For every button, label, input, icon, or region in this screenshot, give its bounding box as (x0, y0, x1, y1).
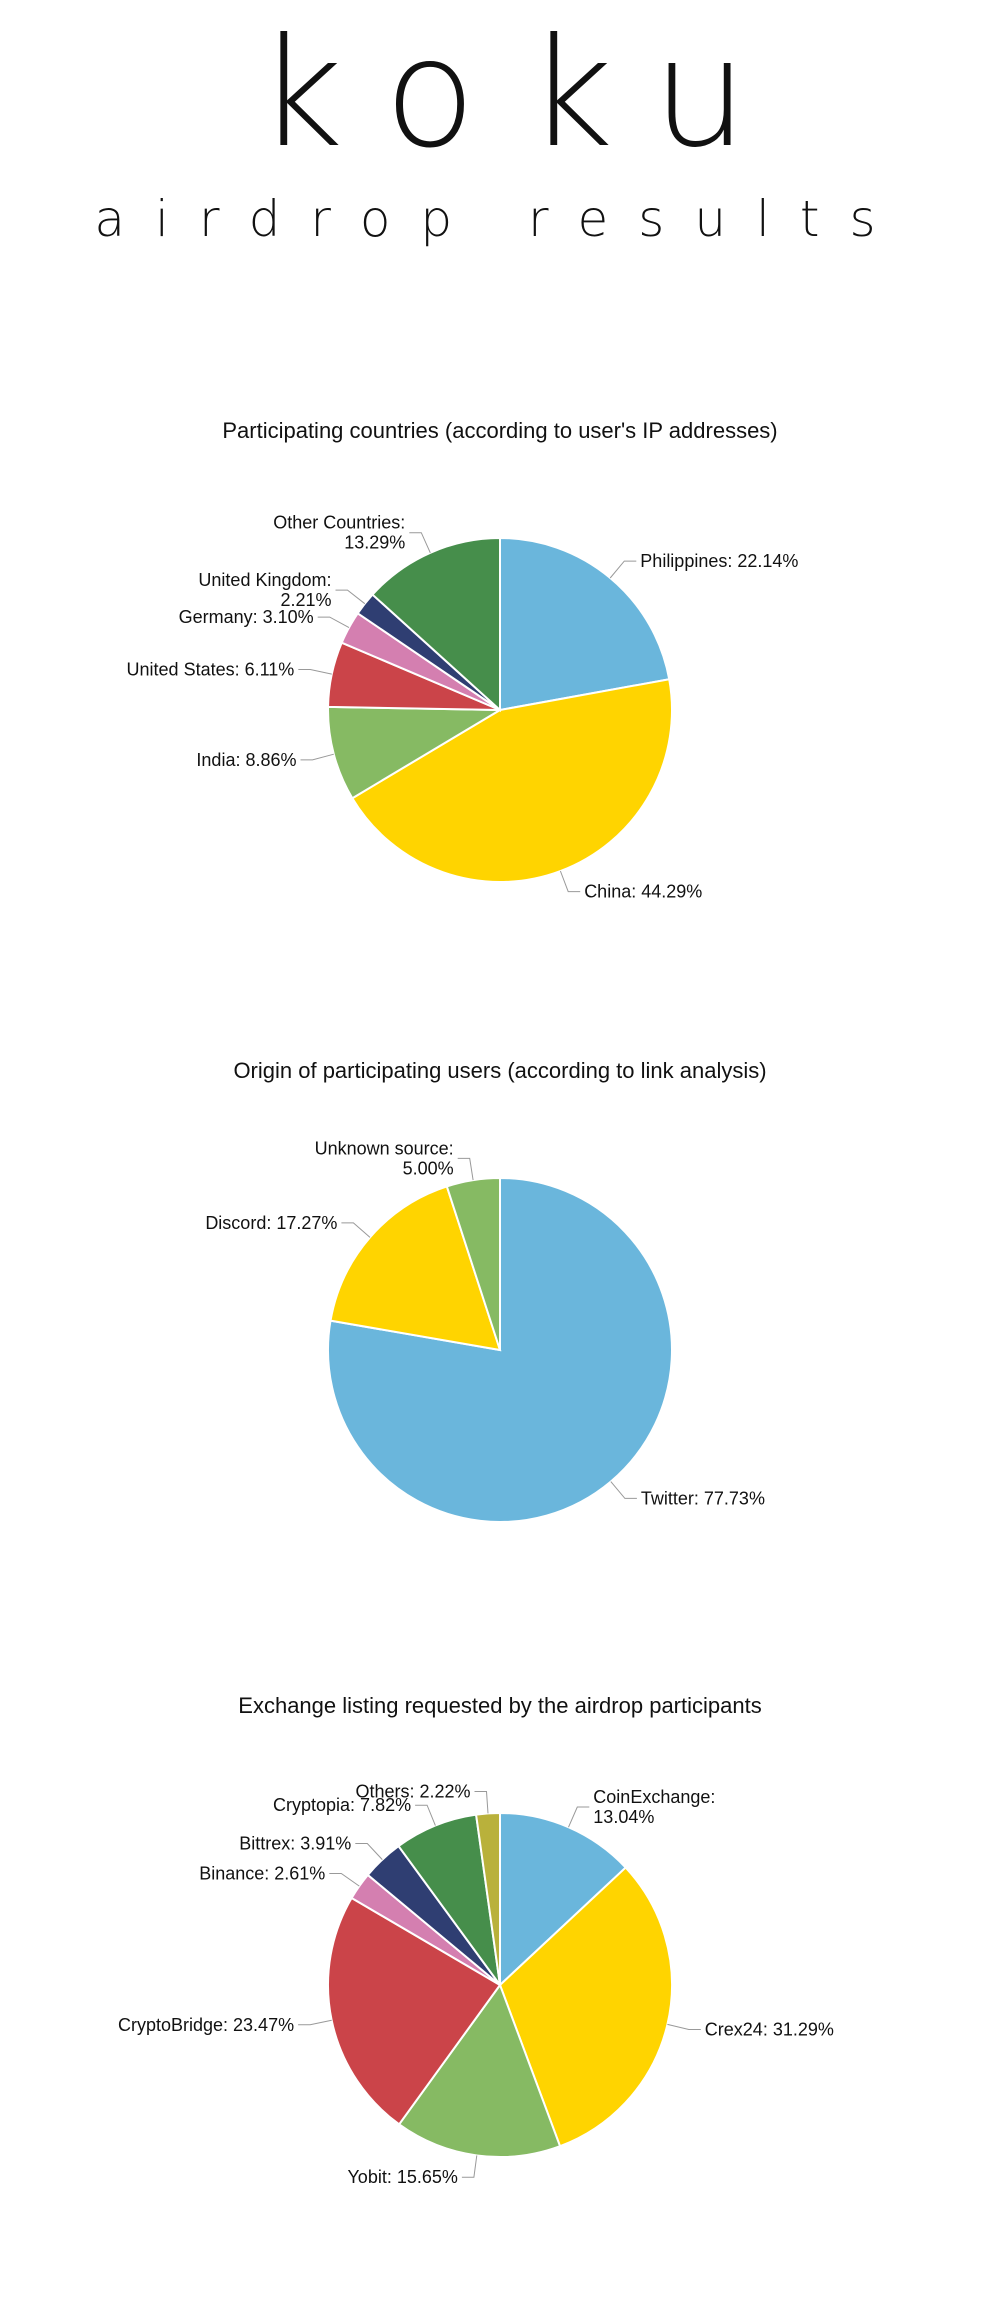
label-connector-other-countries (409, 532, 431, 554)
chart-title-origin: Origin of participating users (according… (233, 1058, 767, 1083)
label-connector-others (474, 1791, 489, 1814)
pie-chart-exchanges: CoinExchange: 13.04% Crex24: 31.29% Yobit: … (118, 1782, 834, 2188)
slice-label-china: China: 44.29% (584, 882, 702, 902)
logo-letter-k: k (527, 20, 614, 170)
slice-label-india: India: 8.86% (196, 750, 296, 770)
slice-label-cryptopia: Cryptopia: 7.82% (273, 1795, 411, 1815)
label-connector-china (559, 870, 581, 893)
slice-label-twitter: Twitter: 77.73% (641, 1488, 765, 1508)
label-connector-cryptopia (415, 1804, 436, 1826)
slice-label-others: Others: 2.22% (355, 1782, 470, 1802)
pie-slice-india (327, 705, 504, 800)
logo-letter-o: o (384, 20, 476, 170)
slice-label-philippines: Philippines: 22.14% (640, 551, 798, 571)
label-connector-philippines (609, 560, 637, 579)
label-connector-binance (329, 1873, 360, 1887)
slice-label-coinexchange: CoinExchange: 13.04% (593, 1787, 715, 1827)
label-connector-coinexchange (568, 1806, 590, 1828)
slice-label-crex24: Crex24: 31.29% (705, 2020, 834, 2040)
label-connector-unknown-source (457, 1157, 474, 1181)
slice-label-united-kingdom: United Kingdom: 2.21% (198, 570, 331, 610)
label-connector-germany (317, 616, 350, 629)
label-connector-yobit (461, 2155, 478, 2178)
logo-letter-k: k (257, 20, 344, 170)
slice-label-bittrex: Bittrex: 3.91% (239, 1834, 351, 1854)
label-connector-united-states (298, 669, 332, 675)
slice-label-other-countries: Other Countries: 13.29% (273, 513, 405, 553)
label-connector-twitter (610, 1481, 637, 1499)
pie-chart-countries: Philippines: 22.14% China: 44.29% India: 8… (127, 513, 799, 902)
slice-label-binance: Binance: 2.61% (199, 1864, 325, 1884)
slice-label-united-states: United States: 6.11% (127, 660, 295, 680)
label-connector-discord (341, 1222, 371, 1238)
slice-label-germany: Germany: 3.10% (179, 607, 314, 627)
label-connector-bittrex (355, 1843, 383, 1860)
slice-label-discord: Discord: 17.27% (205, 1213, 337, 1233)
slice-label-yobit: Yobit: 15.65% (347, 2167, 457, 2187)
pie-chart-origin: Twitter: 77.73% Discord: 17.27% Unknown so… (205, 1138, 765, 1523)
pie-slice-crex24 (498, 1866, 673, 2148)
logo-letter-u: u (652, 20, 747, 170)
pie-slice-unknown-source (445, 1176, 501, 1351)
koku-logo: k o k u (257, 20, 748, 170)
chart-title-exchanges: Exchange listing requested by the airdro… (238, 1693, 762, 1718)
label-connector-cryptobridge (298, 2019, 332, 2026)
label-connector-united-kingdom (335, 589, 366, 605)
slice-label-unknown-source: Unknown source: 5.00% (315, 1138, 454, 1178)
tagline: airdrop results (94, 190, 906, 248)
label-connector-crex24 (667, 2023, 701, 2030)
slice-label-cryptobridge: CryptoBridge: 23.47% (118, 2015, 294, 2035)
pie-slice-coinexchange (499, 1811, 628, 1988)
pie-slice-others (474, 1811, 501, 1986)
label-connector-india (300, 753, 334, 761)
chart-title-countries: Participating countries (according to us… (222, 418, 778, 443)
